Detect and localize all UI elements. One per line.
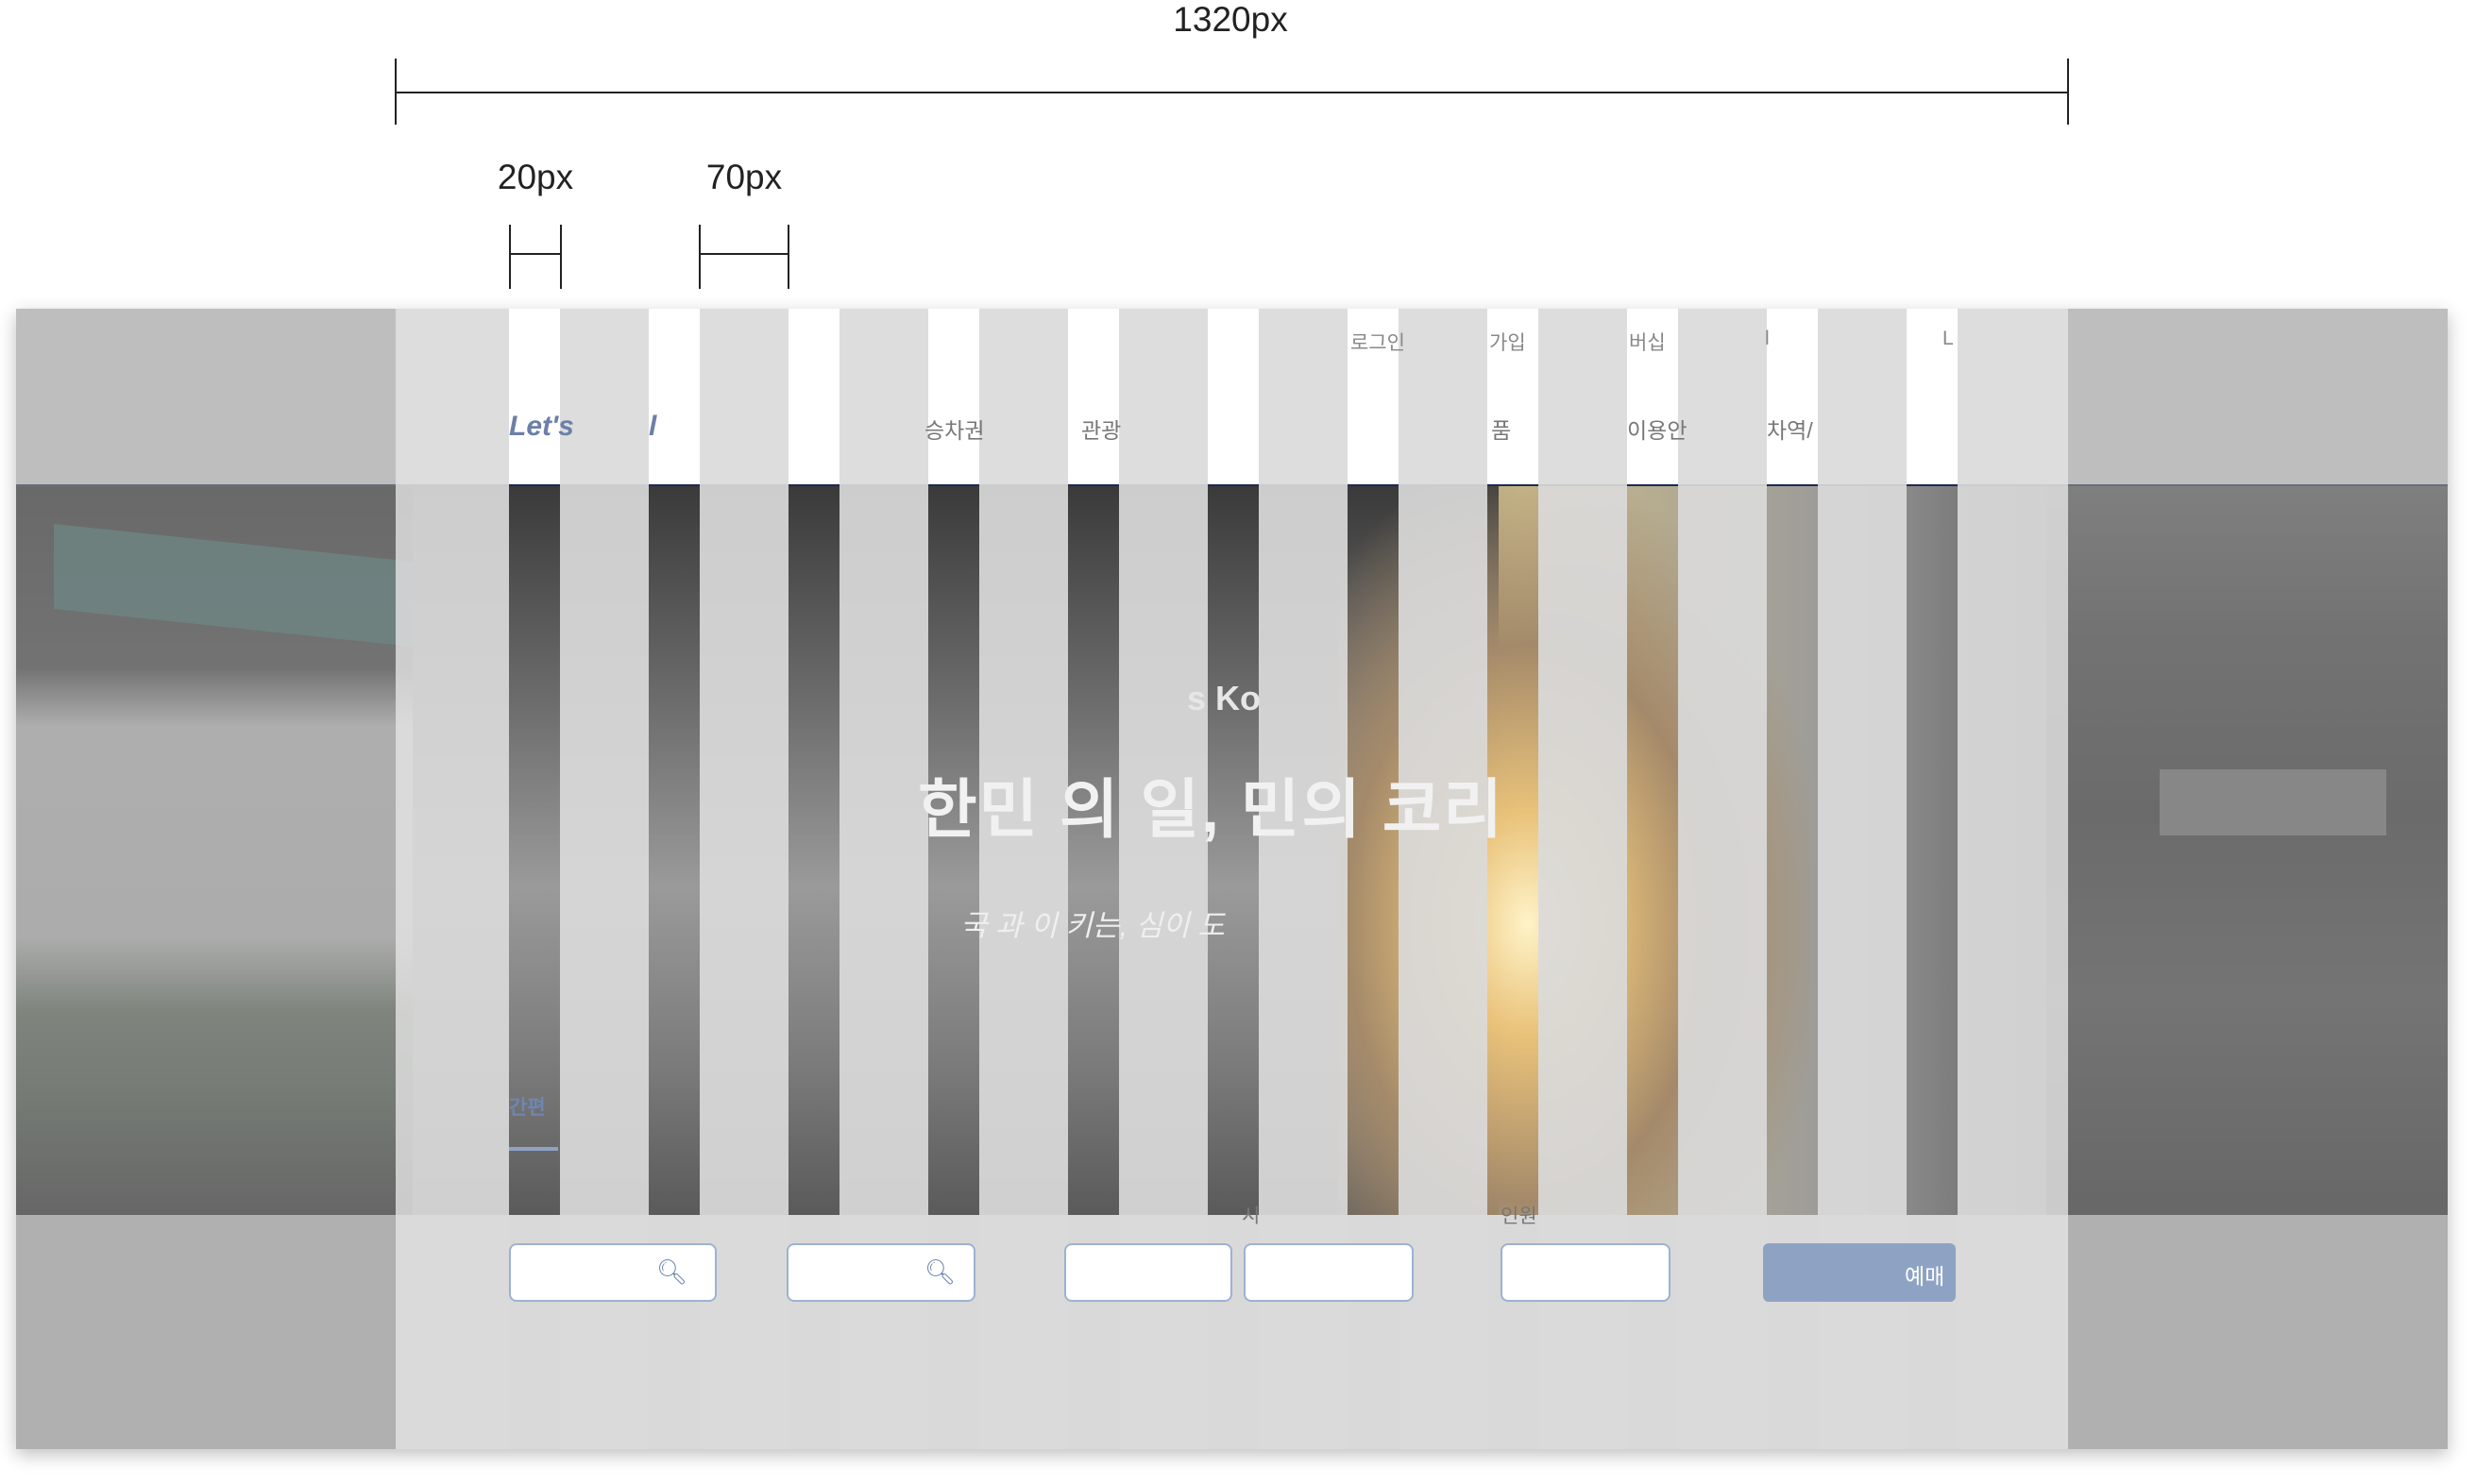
grid-column-guide: [1958, 309, 2068, 1449]
grid-preview-frame: 로그인 가입 버십 l L Let's l 승차권 관광 품 이용안 차역/ s…: [16, 309, 2448, 1449]
hero-subtitle: 국 과 이 키는, 심이 도: [960, 909, 1225, 942]
departure-input[interactable]: [509, 1243, 717, 1302]
booking-tab-label[interactable]: 간편: [509, 1097, 546, 1119]
grid-column-guide: [1678, 309, 1767, 1449]
people-select[interactable]: [1501, 1243, 1670, 1302]
container-width-tick-right: [2067, 59, 2069, 125]
arrival-input[interactable]: [787, 1243, 975, 1302]
booking-tab-indicator: [509, 1147, 558, 1151]
container-width-label: 1320px: [1173, 0, 1288, 39]
gutter-tick-left: [509, 225, 511, 289]
gnb-item-guide[interactable]: 이용안: [1627, 418, 1687, 443]
site-logo-suffix: l: [649, 411, 657, 442]
utility-link-signup[interactable]: 가입: [1489, 332, 1526, 354]
hero-title: 한민 의 일, 민의 코리: [918, 774, 1504, 846]
site-logo[interactable]: Let's: [509, 411, 574, 442]
grid-column-guide: [396, 309, 509, 1449]
utility-link-4[interactable]: l: [1765, 328, 1770, 349]
utility-link-membership[interactable]: 버십: [1629, 332, 1666, 354]
buy-button[interactable]: 예매: [1763, 1243, 1956, 1302]
container-width-line: [396, 92, 2069, 93]
search-icon[interactable]: 🔍︎: [656, 1257, 688, 1286]
left-margin-shade: [16, 309, 396, 1449]
hero-eyebrow: s Ko: [1187, 679, 1262, 717]
gnb-item-stations[interactable]: 차역/: [1767, 418, 1813, 443]
date-input[interactable]: [1064, 1243, 1232, 1302]
column-tick-right: [788, 225, 789, 289]
gutter-width-label: 20px: [497, 158, 574, 196]
container-width-tick-left: [395, 59, 397, 125]
people-label: 인원: [1501, 1206, 1537, 1227]
gnb-item-products[interactable]: 품: [1491, 418, 1512, 443]
gutter-tick-right: [560, 225, 562, 289]
column-tick-left: [699, 225, 701, 289]
column-width-label: 70px: [705, 158, 783, 196]
utility-link-login[interactable]: 로그인: [1350, 332, 1405, 354]
search-icon[interactable]: 🔍︎: [924, 1257, 957, 1286]
grid-column-guide: [979, 309, 1068, 1449]
gutter-width-line: [510, 253, 561, 255]
time-select[interactable]: [1244, 1243, 1414, 1302]
gnb-item-tour[interactable]: 관광: [1081, 418, 1122, 443]
gnb-item-tickets[interactable]: 승차권: [924, 418, 985, 443]
right-margin-shade: [2068, 309, 2448, 1449]
column-width-line: [700, 253, 789, 255]
utility-link-5[interactable]: L: [1942, 328, 1954, 349]
time-label: 시: [1242, 1206, 1261, 1227]
